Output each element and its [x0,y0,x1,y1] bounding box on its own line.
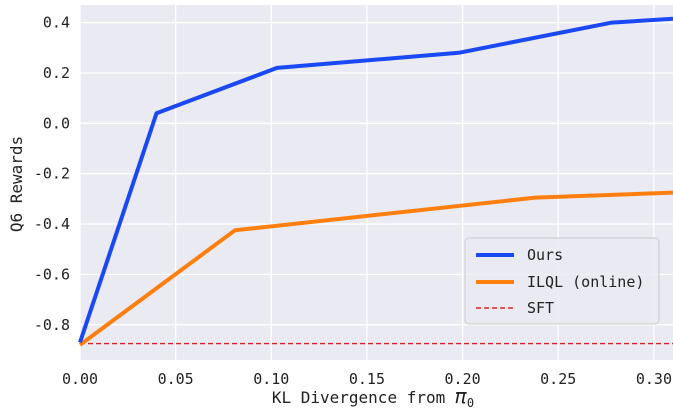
series-line-ilql-online [78,190,673,347]
y-tick-labels: -0.8 -0.6 -0.4 -0.2 0.0 0.2 0.4 [34,14,70,334]
y-tick-label: 0.4 [43,14,70,32]
y-tick-label: -0.4 [34,215,70,233]
x-tick-label: 0.30 [636,370,672,388]
legend-label-sft: SFT [527,299,554,317]
x-tick-label: 0.05 [158,370,194,388]
x-tick-labels: 0.00 0.05 0.10 0.15 0.20 0.25 0.30 [62,370,672,388]
legend-label-ours: Ours [527,246,563,264]
grid-lines [79,5,673,360]
y-tick-label: -0.6 [34,265,70,283]
y-tick-label: 0.2 [43,64,70,82]
legend-box [464,237,660,325]
x-tick-label: 0.25 [540,370,576,388]
series-line-ours [78,16,673,344]
y-tick-label: -0.2 [34,165,70,183]
x-axis-label-subscript: 0 [467,396,474,408]
legend-label-ilql-online: ILQL (online) [527,273,644,291]
x-axis-label: KL Divergence from π0 [272,384,474,408]
legend: Ours ILQL (online) SFT [464,237,660,325]
series-layer [78,16,673,347]
x-tick-label: 0.00 [62,370,98,388]
y-tick-label: -0.8 [34,316,70,334]
x-tick-label: 0.20 [445,370,481,388]
x-tick-label: 0.10 [253,370,289,388]
x-axis-label-symbol: π [455,384,467,408]
x-tick-label: 0.15 [349,370,385,388]
y-tick-label: 0.0 [43,114,70,132]
x-axis-label-text: KL Divergence from [272,388,445,407]
y-axis-label: Q6 Rewards [7,136,26,232]
